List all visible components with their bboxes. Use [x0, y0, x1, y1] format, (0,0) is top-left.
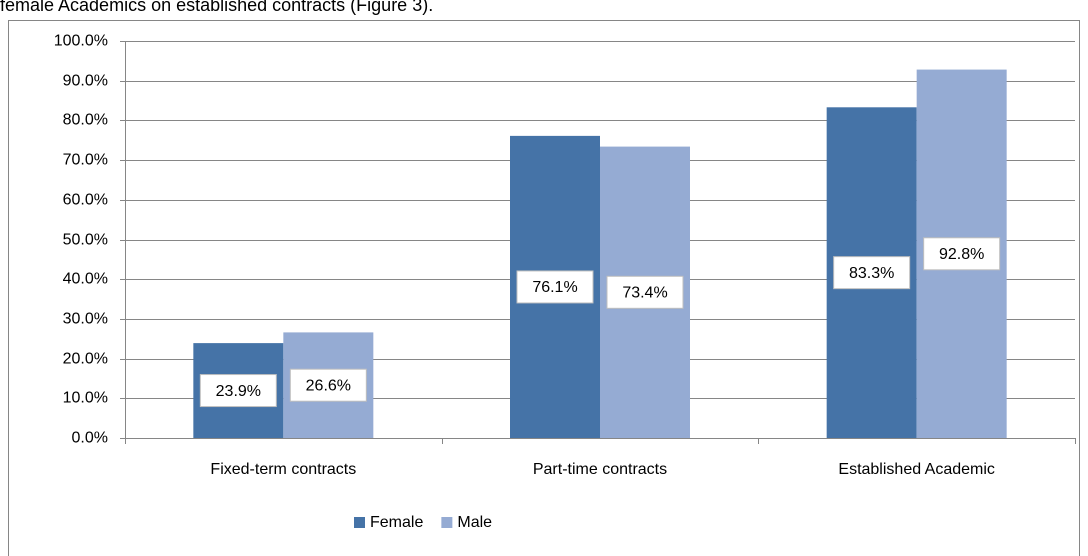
data-label: 26.6% — [306, 377, 351, 394]
y-tick-label: 60.0% — [63, 192, 108, 209]
legend-swatch — [441, 517, 453, 528]
data-label-box — [833, 256, 911, 290]
legend-label: Male — [457, 514, 492, 531]
legend-swatch — [354, 517, 365, 528]
data-label-box — [606, 275, 684, 309]
y-tick-label: 40.0% — [63, 271, 108, 288]
y-tick-label: 100.0% — [54, 33, 108, 50]
caption: female Academics on established contract… — [0, 0, 433, 15]
y-tick-label: 10.0% — [63, 390, 108, 407]
data-label-box — [923, 237, 1001, 271]
data-label: 92.8% — [939, 246, 984, 263]
data-label: 83.3% — [849, 265, 894, 282]
y-tick-label: 90.0% — [63, 73, 108, 90]
y-tick-label: 50.0% — [63, 232, 108, 249]
data-label: 76.1% — [532, 279, 577, 296]
y-tick-label: 30.0% — [63, 311, 108, 328]
data-label: 23.9% — [216, 383, 261, 400]
y-tick-label: 70.0% — [63, 152, 108, 169]
y-tick-label: 20.0% — [63, 351, 108, 368]
data-label: 73.4% — [622, 285, 667, 302]
data-label-box — [516, 270, 594, 304]
y-tick-label: 0.0% — [72, 430, 108, 447]
x-tick-label: Fixed-term contracts — [210, 461, 356, 478]
x-tick-label: Part-time contracts — [533, 461, 667, 478]
data-label-box — [199, 374, 277, 408]
x-tick-label: Established Academic — [838, 461, 995, 478]
data-label-box — [289, 368, 367, 402]
y-tick-label: 80.0% — [63, 112, 108, 129]
legend-label: Female — [370, 514, 423, 531]
